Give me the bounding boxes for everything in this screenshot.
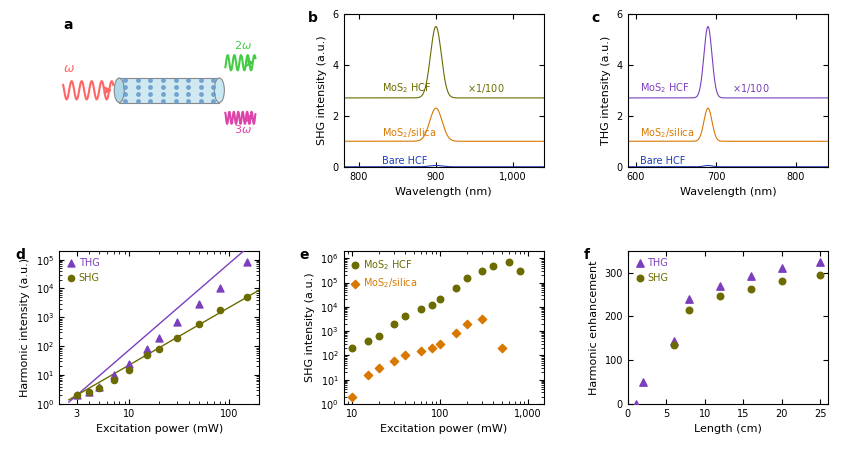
- Y-axis label: Harmonic intensity (a.u.): Harmonic intensity (a.u.): [20, 258, 30, 397]
- MoS$_2$ HCF: [486, 262, 500, 269]
- SHG: [774, 277, 787, 284]
- SHG: [92, 385, 106, 392]
- Text: 2$\omega$: 2$\omega$: [234, 39, 252, 51]
- MoS$_2$/silica: [414, 347, 427, 355]
- THG: [813, 258, 826, 265]
- MoS$_2$/silica: [459, 320, 473, 327]
- SHG: [213, 306, 226, 313]
- MoS$_2$/silica: [495, 344, 508, 352]
- SHG: [813, 271, 826, 279]
- MoS$_2$ HCF: [387, 320, 400, 327]
- Text: d: d: [15, 248, 25, 262]
- THG: [140, 345, 154, 353]
- THG: [106, 371, 120, 379]
- MoS$_2$/silica: [433, 340, 446, 347]
- Legend: THG, SHG: THG, SHG: [632, 256, 669, 285]
- SHG: [240, 293, 253, 301]
- Text: $\times$1/100: $\times$1/100: [466, 82, 504, 95]
- Y-axis label: SHG intensity (a.u.): SHG intensity (a.u.): [304, 273, 314, 382]
- Text: MoS$_2$ HCF: MoS$_2$ HCF: [381, 82, 431, 95]
- THG: [70, 392, 84, 399]
- MoS$_2$ HCF: [360, 337, 374, 344]
- Text: MoS$_2$/silica: MoS$_2$/silica: [639, 127, 694, 140]
- MoS$_2$ HCF: [345, 344, 359, 352]
- SHG: [192, 320, 206, 327]
- MoS$_2$/silica: [398, 352, 411, 359]
- MoS$_2$/silica: [387, 357, 400, 364]
- Legend: THG, SHG: THG, SHG: [64, 256, 101, 285]
- Text: c: c: [591, 11, 599, 25]
- Text: MoS$_2$ HCF: MoS$_2$ HCF: [639, 82, 689, 95]
- Y-axis label: THG intensity (a.u.): THG intensity (a.u.): [600, 36, 610, 145]
- THG: [712, 282, 726, 290]
- Text: MoS$_2$/silica: MoS$_2$/silica: [381, 127, 436, 140]
- THG: [744, 273, 757, 280]
- SHG: [122, 366, 136, 374]
- MoS$_2$ HCF: [414, 306, 427, 313]
- Text: f: f: [583, 248, 589, 262]
- MoS$_2$ HCF: [512, 267, 526, 274]
- MoS$_2$/silica: [360, 372, 374, 379]
- X-axis label: Wavelength (nm): Wavelength (nm): [679, 187, 776, 197]
- THG: [170, 318, 183, 325]
- THG: [92, 383, 106, 390]
- MoS$_2$ HCF: [433, 296, 446, 303]
- THG: [83, 389, 96, 396]
- Polygon shape: [119, 78, 219, 102]
- THG: [682, 295, 695, 302]
- X-axis label: Wavelength (nm): Wavelength (nm): [395, 187, 491, 197]
- MoS$_2$ HCF: [371, 333, 385, 340]
- SHG: [83, 389, 96, 396]
- MoS$_2$ HCF: [459, 274, 473, 282]
- THG: [774, 265, 787, 272]
- THG: [152, 334, 165, 341]
- Text: Bare HCF: Bare HCF: [381, 156, 427, 166]
- MoS$_2$ HCF: [475, 267, 489, 274]
- X-axis label: Length (cm): Length (cm): [693, 424, 761, 434]
- Text: a: a: [63, 18, 73, 33]
- SHG: [744, 285, 757, 293]
- SHG: [140, 351, 154, 358]
- MoS$_2$ HCF: [501, 258, 515, 266]
- X-axis label: Excitation power (mW): Excitation power (mW): [380, 424, 506, 434]
- MoS$_2$/silica: [425, 344, 438, 352]
- Y-axis label: Harmonic enhancement: Harmonic enhancement: [588, 260, 598, 395]
- X-axis label: Excitation power (mW): Excitation power (mW): [95, 424, 223, 434]
- THG: [667, 337, 680, 344]
- SHG: [712, 292, 726, 300]
- Text: $\times$1/100: $\times$1/100: [731, 82, 769, 95]
- SHG: [106, 376, 120, 383]
- THG: [213, 285, 226, 292]
- SHG: [170, 334, 183, 341]
- Legend: MoS$_2$ HCF, MoS$_2$/silica: MoS$_2$ HCF, MoS$_2$/silica: [348, 256, 419, 292]
- THG: [122, 360, 136, 367]
- MoS$_2$ HCF: [425, 301, 438, 308]
- Text: e: e: [299, 248, 309, 262]
- THG: [636, 378, 649, 386]
- SHG: [682, 306, 695, 313]
- THG: [192, 300, 206, 307]
- Y-axis label: SHG intensity (a.u.): SHG intensity (a.u.): [316, 35, 327, 145]
- MoS$_2$/silica: [448, 330, 462, 337]
- MoS$_2$/silica: [475, 316, 489, 323]
- Text: Bare HCF: Bare HCF: [639, 156, 684, 166]
- Text: 3$\omega$: 3$\omega$: [234, 123, 252, 135]
- Text: $\omega$: $\omega$: [63, 62, 75, 75]
- Text: b: b: [307, 11, 317, 25]
- SHG: [152, 345, 165, 353]
- THG: [628, 400, 641, 408]
- MoS$_2$ HCF: [448, 284, 462, 291]
- Ellipse shape: [214, 78, 225, 102]
- SHG: [70, 392, 84, 399]
- MoS$_2$ HCF: [398, 313, 411, 320]
- Ellipse shape: [114, 78, 124, 102]
- SHG: [667, 341, 680, 348]
- MoS$_2$/silica: [371, 364, 385, 372]
- MoS$_2$/silica: [345, 393, 359, 400]
- THG: [240, 259, 253, 266]
